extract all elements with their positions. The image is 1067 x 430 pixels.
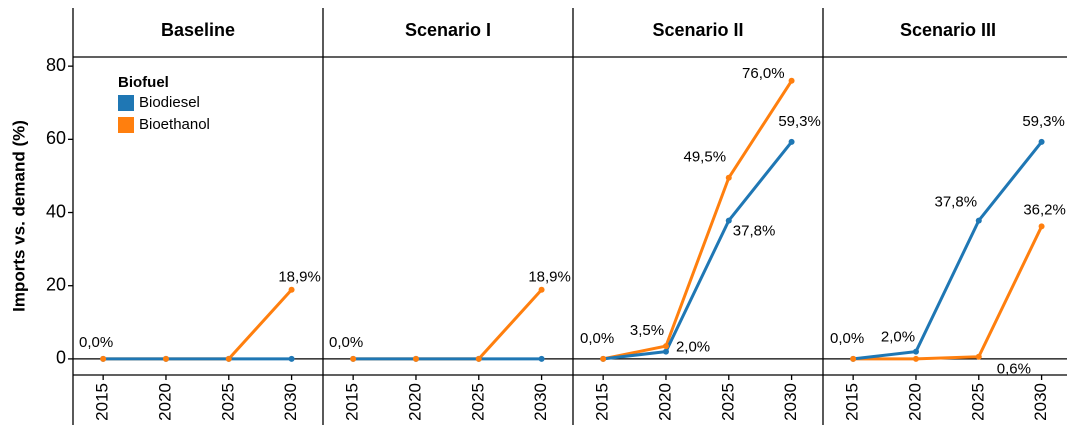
point bbox=[288, 355, 295, 362]
point bbox=[788, 77, 795, 84]
point bbox=[788, 138, 795, 145]
point bbox=[1038, 138, 1045, 145]
value-label: 0,0% bbox=[79, 334, 113, 351]
point bbox=[725, 174, 732, 181]
panel-title: Scenario I bbox=[405, 20, 491, 40]
y-tick-label: 0 bbox=[56, 348, 66, 368]
point bbox=[1038, 223, 1045, 230]
x-tick-label: 2015 bbox=[843, 383, 862, 421]
point bbox=[350, 355, 357, 362]
value-label: 3,5% bbox=[630, 322, 664, 339]
x-tick-label: 2015 bbox=[343, 383, 362, 421]
x-tick-label: 2030 bbox=[1031, 383, 1050, 421]
value-label: 59,3% bbox=[1022, 113, 1065, 130]
series-line bbox=[602, 140, 793, 361]
value-label: 0,0% bbox=[580, 330, 614, 347]
value-label: 0,0% bbox=[830, 330, 864, 347]
x-tick-label: 2025 bbox=[718, 383, 737, 421]
legend-swatch bbox=[118, 95, 134, 111]
point bbox=[100, 355, 107, 362]
value-label: 59,3% bbox=[778, 113, 821, 130]
value-label: 49,5% bbox=[684, 149, 727, 166]
point bbox=[538, 355, 545, 362]
point bbox=[975, 353, 982, 360]
legend-label: Biodiesel bbox=[139, 94, 200, 111]
series-line bbox=[853, 225, 1043, 361]
x-tick-label: 2025 bbox=[968, 383, 987, 421]
value-label: 76,0% bbox=[742, 65, 785, 82]
point bbox=[912, 348, 919, 355]
series-line bbox=[852, 140, 1043, 361]
point bbox=[288, 286, 295, 293]
point bbox=[225, 355, 232, 362]
value-label: 36,2% bbox=[1023, 201, 1066, 218]
x-tick-label: 2025 bbox=[468, 383, 487, 421]
point bbox=[725, 217, 732, 224]
series-line bbox=[602, 79, 793, 361]
y-axis-label: Imports vs. demand (%) bbox=[9, 120, 28, 312]
series-line bbox=[353, 288, 543, 361]
x-tick-label: 2030 bbox=[781, 383, 800, 421]
point bbox=[912, 355, 919, 362]
point bbox=[412, 355, 419, 362]
y-tick-label: 80 bbox=[46, 55, 66, 75]
x-tick-label: 2015 bbox=[93, 383, 112, 421]
point bbox=[475, 355, 482, 362]
panel-title: Baseline bbox=[161, 20, 235, 40]
panel-title: Scenario II bbox=[652, 20, 743, 40]
value-label: 0,6% bbox=[997, 361, 1031, 378]
value-label: 18,9% bbox=[528, 269, 571, 286]
point bbox=[975, 217, 982, 224]
x-tick-label: 2020 bbox=[405, 383, 424, 421]
value-label: 37,8% bbox=[935, 194, 978, 211]
y-tick-label: 60 bbox=[46, 128, 66, 148]
x-tick-label: 2020 bbox=[655, 383, 674, 421]
x-tick-label: 2020 bbox=[905, 383, 924, 421]
panel-title: Scenario III bbox=[900, 20, 996, 40]
series-line bbox=[103, 288, 293, 361]
value-label: 37,8% bbox=[733, 223, 776, 240]
value-label: 2,0% bbox=[881, 329, 915, 346]
x-tick-label: 2025 bbox=[218, 383, 237, 421]
x-tick-label: 2030 bbox=[531, 383, 550, 421]
point bbox=[662, 343, 669, 350]
x-tick-label: 2015 bbox=[593, 383, 612, 421]
x-tick-label: 2030 bbox=[281, 383, 300, 421]
legend-swatch bbox=[118, 117, 134, 133]
value-label: 2,0% bbox=[676, 339, 710, 356]
point bbox=[600, 355, 607, 362]
point bbox=[662, 348, 669, 355]
y-tick-label: 20 bbox=[46, 274, 66, 294]
legend-title: Biofuel bbox=[118, 74, 169, 91]
legend-label: Bioethanol bbox=[139, 116, 210, 133]
x-tick-label: 2020 bbox=[155, 383, 174, 421]
point bbox=[538, 286, 545, 293]
point bbox=[162, 355, 169, 362]
point bbox=[850, 355, 857, 362]
value-label: 18,9% bbox=[278, 269, 321, 286]
y-tick-label: 40 bbox=[46, 201, 66, 221]
value-label: 0,0% bbox=[329, 334, 363, 351]
